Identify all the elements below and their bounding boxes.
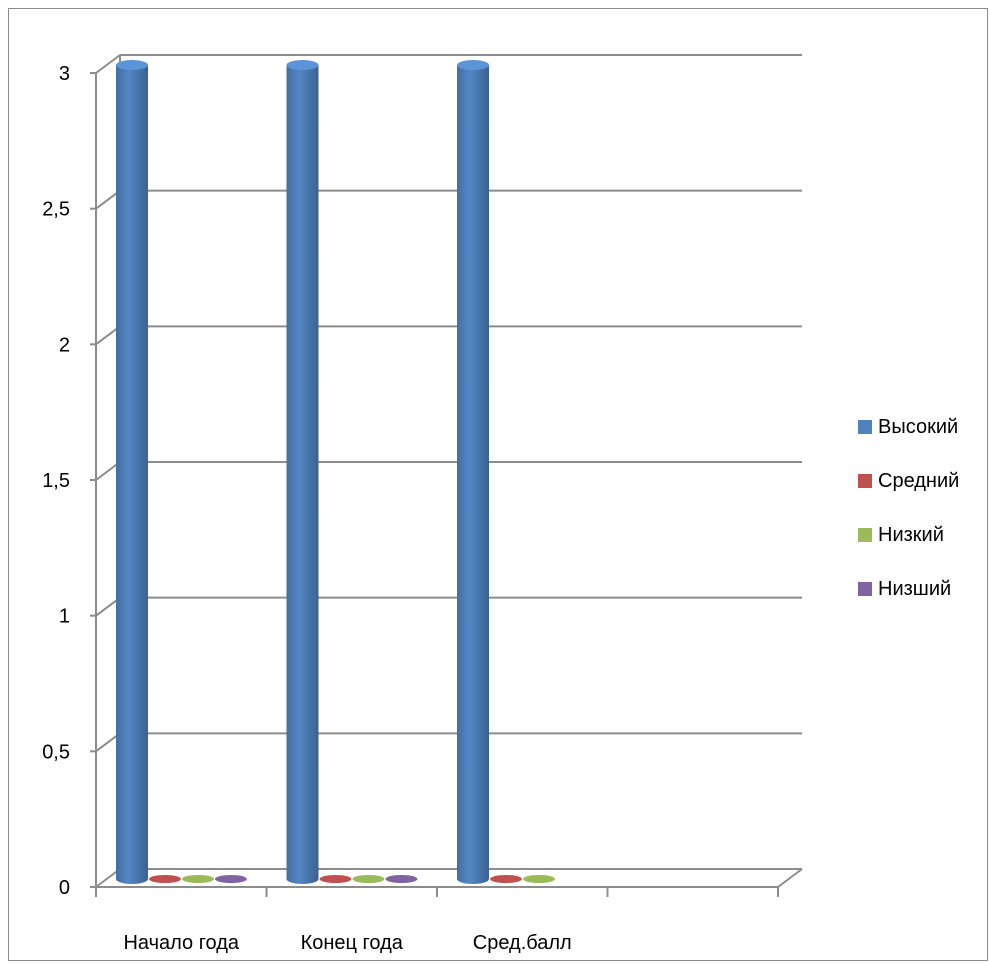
legend: Высокий Средний Низкий Низший	[858, 400, 959, 616]
bar-top	[116, 60, 148, 70]
y-tick-label: 1,5	[42, 470, 70, 492]
legend-label: Высокий	[878, 415, 959, 438]
bar	[215, 875, 247, 883]
bar	[523, 875, 555, 883]
legend-label: Низший	[878, 577, 952, 600]
bar	[286, 60, 319, 884]
x-tick-label: Конец года	[301, 932, 404, 954]
legend-label: Средний	[878, 469, 960, 492]
gridlines	[95, 54, 802, 888]
bar	[352, 875, 385, 883]
axes	[90, 55, 803, 897]
chart-frame	[8, 8, 988, 961]
legend-swatch	[858, 528, 872, 542]
y-tick-label: 3	[59, 63, 70, 85]
bar	[385, 875, 418, 883]
bar-zero	[215, 875, 247, 883]
x-tick-label: Сред.балл	[473, 932, 572, 954]
legend-item: Средний	[858, 454, 959, 508]
bar-zero	[490, 875, 522, 883]
bar	[116, 60, 148, 884]
bar	[319, 875, 352, 883]
bar-body	[457, 65, 489, 884]
legend-item: Низкий	[858, 508, 959, 562]
gridline-depth	[95, 54, 121, 74]
bar-body	[116, 65, 148, 884]
legend-item: Высокий	[858, 400, 959, 454]
legend-swatch	[858, 474, 872, 488]
bar-body	[286, 65, 319, 884]
bar-zero	[523, 875, 555, 883]
bar	[149, 875, 181, 883]
bar-zero	[319, 875, 352, 883]
legend-label: Низкий	[878, 523, 944, 546]
bars	[116, 60, 555, 884]
y-tick-label: 2,5	[42, 199, 70, 221]
bar-top	[286, 60, 319, 70]
y-tick-label: 2	[59, 334, 70, 356]
y-tick-label: 0	[59, 877, 70, 899]
bar-top	[457, 60, 489, 70]
x-tick-label: Начало года	[123, 932, 239, 954]
bar	[490, 875, 522, 883]
bar-zero	[352, 875, 385, 883]
x-tick-labels: Начало года Конец года Сред.балл	[123, 932, 571, 954]
bar-zero	[149, 875, 181, 883]
y-tick-labels: 0 0,5 1 1,5 2 2,5 3	[42, 63, 70, 899]
bar	[457, 60, 489, 884]
legend-swatch	[858, 420, 872, 434]
floor-edge	[777, 868, 803, 888]
legend-swatch	[858, 582, 872, 596]
bar	[182, 875, 214, 883]
legend-item: Низший	[858, 562, 959, 616]
bar-zero	[182, 875, 214, 883]
y-tick-label: 0,5	[42, 741, 70, 763]
bar-zero	[385, 875, 418, 883]
y-tick-label: 1	[59, 606, 70, 628]
